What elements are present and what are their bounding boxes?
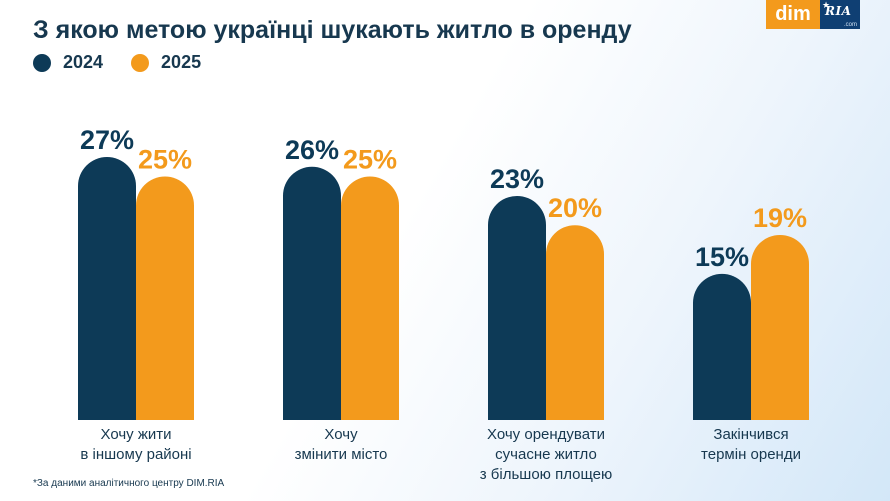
legend-label-2025: 2025	[161, 52, 202, 72]
star-icon: ★	[822, 0, 831, 10]
logo-ria: ★ RIA .com	[820, 0, 860, 29]
legend: 2024 2025	[33, 52, 229, 73]
category-label-2-0: Хочу орендувати	[487, 426, 605, 443]
category-label-2-1: сучасне житло	[495, 446, 597, 463]
bar-value-label-2025-2: 20%	[548, 193, 602, 223]
footnote: *За даними аналітичного центру DIM.RIA	[33, 478, 225, 489]
legend-label-2024: 2024	[63, 52, 104, 72]
bar-2025-0	[136, 176, 194, 420]
legend-swatch-2025	[131, 53, 150, 72]
category-label-3-0: Закінчився	[713, 426, 788, 443]
category-label-0-1: в іншому районі	[80, 446, 191, 463]
logo-ria-text: RIA	[825, 4, 852, 18]
bar-value-label-2024-2: 23%	[490, 164, 544, 194]
bar-value-label-2025-1: 25%	[343, 145, 397, 175]
bar-value-label-2025-3: 19%	[753, 203, 807, 233]
bar-2024-0	[78, 157, 136, 420]
category-label-1-0: Хочу	[324, 426, 358, 443]
bar-2025-1	[341, 176, 399, 420]
bar-value-label-2025-0: 25%	[138, 145, 192, 175]
bar-2024-2	[488, 195, 546, 420]
category-label-0-0: Хочу жити	[101, 426, 172, 443]
legend-swatch-2024	[33, 53, 51, 72]
bar-value-label-2024-1: 26%	[285, 135, 339, 165]
legend-item-2025: 2025	[131, 52, 201, 73]
bar-2024-3	[693, 273, 751, 420]
category-label-2-2: з більшою площею	[480, 466, 612, 483]
logo-ria-suffix: .com	[843, 22, 857, 28]
bar-2025-2	[546, 225, 604, 420]
category-label-1-1: змінити місто	[295, 446, 388, 463]
bar-value-label-2024-0: 27%	[80, 125, 134, 155]
logo-dim: dim	[766, 0, 820, 29]
category-label-3-1: термін оренди	[701, 446, 801, 463]
dim-ria-logo: dim ★ RIA .com	[766, 0, 860, 29]
bar-2024-1	[283, 166, 341, 420]
bar-2025-3	[751, 234, 809, 420]
bar-value-label-2024-3: 15%	[695, 242, 749, 272]
legend-item-2024: 2024	[33, 52, 103, 73]
chart-title: З якою метою українці шукають житло в ор…	[33, 16, 632, 44]
